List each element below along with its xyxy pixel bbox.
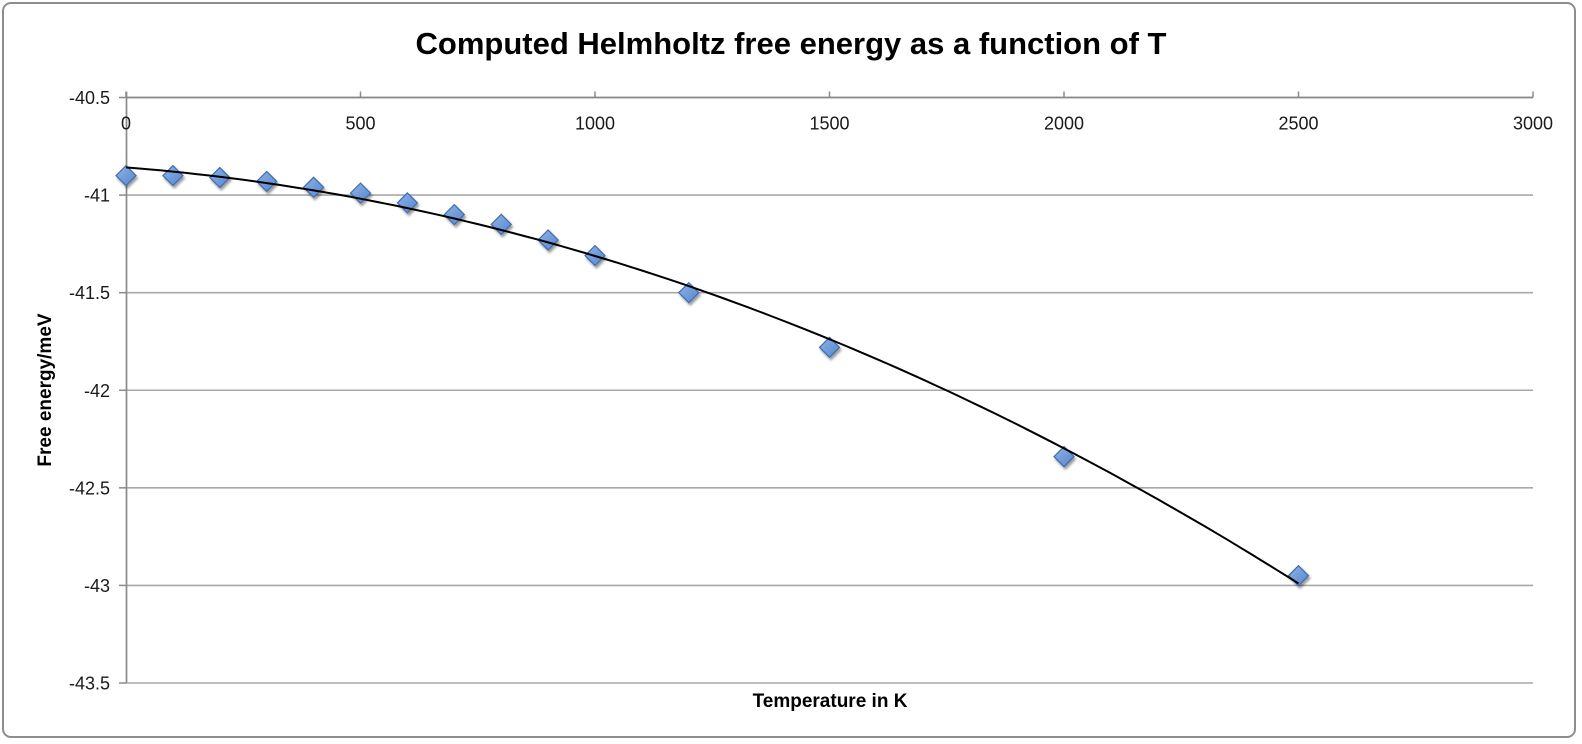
x-tick-label: 2500 — [1278, 114, 1318, 134]
y-tick-label: -41 — [84, 186, 110, 206]
y-tick-label: -42.5 — [69, 478, 110, 498]
x-tick-label: 1000 — [575, 114, 615, 134]
data-point-marker — [302, 176, 325, 199]
x-tick-label: 0 — [121, 114, 131, 134]
data-point-marker — [162, 164, 184, 187]
trendline — [125, 166, 1300, 585]
data-point-marker — [1053, 445, 1075, 468]
y-tick-label: -43.5 — [69, 674, 110, 694]
y-tick-label: -41.5 — [69, 283, 110, 303]
y-tick-label: -43 — [84, 576, 110, 596]
y-tick-label: -40.5 — [69, 88, 110, 108]
y-tick-label: -42 — [84, 381, 110, 401]
x-axis-title: Temperature in K — [752, 691, 908, 712]
data-point-marker — [115, 164, 137, 187]
x-tick-label: 2000 — [1044, 114, 1084, 134]
data-point-marker — [443, 203, 466, 226]
x-tick-label: 3000 — [1513, 114, 1553, 134]
x-tick-label: 1500 — [809, 114, 849, 134]
data-point-marker — [349, 182, 372, 204]
data-point-marker — [255, 170, 278, 193]
data-point-marker — [537, 229, 559, 251]
chart-title: Computed Helmholtz free energy as a func… — [415, 26, 1167, 61]
data-point-marker — [818, 336, 841, 359]
x-tick-label: 500 — [345, 114, 375, 134]
